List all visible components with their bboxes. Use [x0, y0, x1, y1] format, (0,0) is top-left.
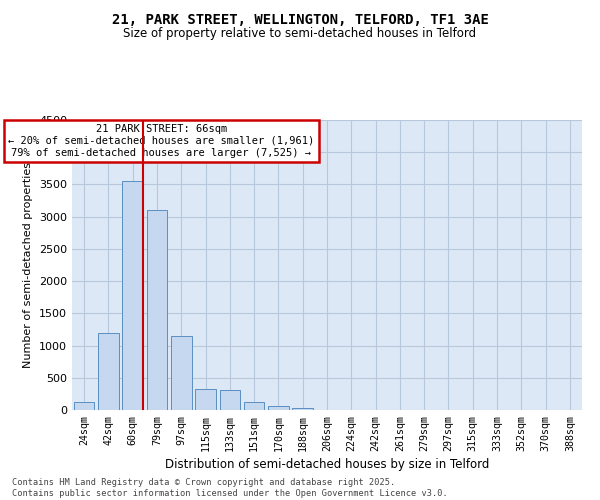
Text: 21, PARK STREET, WELLINGTON, TELFORD, TF1 3AE: 21, PARK STREET, WELLINGTON, TELFORD, TF…: [112, 12, 488, 26]
Bar: [171, 336, 191, 410]
Bar: [195, 388, 216, 410]
Text: Contains HM Land Registry data © Crown copyright and database right 2025.
Contai: Contains HM Land Registry data © Crown c…: [12, 478, 448, 498]
Text: Size of property relative to semi-detached houses in Telford: Size of property relative to semi-detach…: [124, 28, 476, 40]
Bar: [98, 332, 119, 410]
Bar: [244, 402, 265, 410]
Y-axis label: Number of semi-detached properties: Number of semi-detached properties: [23, 162, 34, 368]
Bar: [146, 210, 167, 410]
Bar: [122, 181, 143, 410]
X-axis label: Distribution of semi-detached houses by size in Telford: Distribution of semi-detached houses by …: [165, 458, 489, 471]
Bar: [74, 402, 94, 410]
Bar: [220, 390, 240, 410]
Bar: [292, 408, 313, 410]
Text: 21 PARK STREET: 66sqm
← 20% of semi-detached houses are smaller (1,961)
79% of s: 21 PARK STREET: 66sqm ← 20% of semi-deta…: [8, 124, 314, 158]
Bar: [268, 406, 289, 410]
